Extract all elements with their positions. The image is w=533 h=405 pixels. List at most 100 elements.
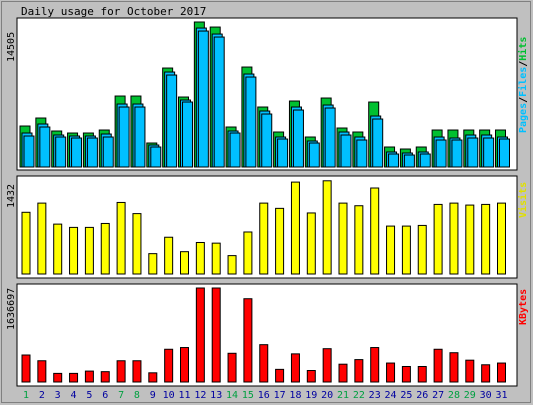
kbytes-bar-day-3	[53, 372, 63, 383]
kbytes-bar-day-8	[132, 360, 142, 383]
kbytes-bar-day-4	[69, 372, 79, 383]
kbytes-bar-day-19	[306, 370, 316, 383]
day-label-11: 11	[178, 390, 190, 401]
kbytes-bar-day-10	[164, 348, 174, 383]
legend-hits: Hits	[517, 37, 529, 61]
kbytes-bar-day-18	[290, 353, 300, 383]
pages-bar-day-13	[213, 36, 225, 168]
kbytes-bar-day-25	[401, 365, 411, 383]
day-label-17: 17	[274, 390, 286, 401]
visits-bar-day-10	[164, 236, 174, 275]
kbytes-bar-day-14	[227, 352, 237, 383]
day-label-15: 15	[242, 390, 254, 401]
pages-bar-day-26	[419, 153, 431, 168]
pages-bar-day-4	[71, 137, 83, 168]
visits-bar-day-21	[338, 202, 348, 275]
kbytes-ymax-label: 1636697	[6, 288, 17, 330]
kbytes-bar-day-9	[148, 372, 158, 383]
day-label-2: 2	[39, 390, 45, 401]
day-label-20: 20	[321, 390, 333, 401]
pages-bar-day-17	[277, 138, 289, 168]
pages-bar-day-6	[102, 136, 114, 168]
visits-bar-day-2	[37, 202, 47, 275]
pages-bar-day-2	[39, 126, 51, 168]
kbytes-bar-day-29	[465, 359, 475, 383]
visits-bar-day-16	[259, 202, 269, 275]
pages-bar-day-21	[340, 134, 352, 168]
day-label-1: 1	[23, 390, 29, 401]
pages-bar-day-10	[166, 74, 178, 168]
pages-bar-day-7	[118, 106, 130, 168]
visits-bar-day-3	[53, 223, 63, 275]
day-label-28: 28	[448, 390, 460, 401]
pages-bar-day-28	[451, 139, 463, 168]
visits-bar-day-4	[69, 226, 79, 275]
kbytes-bars	[21, 287, 506, 383]
legend-visits: Visits	[517, 182, 529, 218]
kbytes-bar-day-17	[275, 368, 285, 383]
kbytes-bar-day-1	[21, 354, 31, 383]
visits-bar-day-20	[322, 180, 332, 275]
day-label-3: 3	[55, 390, 61, 401]
visits-bar-day-12	[195, 241, 205, 275]
visits-bars	[21, 180, 506, 275]
visits-bar-day-17	[275, 207, 285, 275]
day-label-31: 31	[495, 390, 507, 401]
legend-kbytes: KBytes	[518, 289, 529, 325]
day-label-30: 30	[480, 390, 492, 401]
pages-bar-day-12	[197, 30, 209, 168]
pages-bar-day-16	[261, 113, 273, 168]
day-label-29: 29	[464, 390, 476, 401]
pages-bar-day-23	[372, 118, 384, 168]
visits-bar-day-18	[290, 181, 300, 275]
day-label-10: 10	[163, 390, 175, 401]
day-label-22: 22	[353, 390, 365, 401]
day-label-12: 12	[194, 390, 206, 401]
kbytes-bar-day-12	[195, 287, 205, 383]
pages-bar-day-3	[55, 136, 67, 168]
visits-bar-day-30	[481, 203, 491, 275]
pages-bar-day-5	[86, 137, 98, 168]
kbytes-bar-day-13	[211, 287, 221, 383]
day-label-18: 18	[289, 390, 301, 401]
visits-bar-day-8	[132, 213, 142, 275]
kbytes-bar-day-16	[259, 344, 269, 383]
legend-pages: Pages	[518, 103, 529, 133]
pages-bar-day-20	[324, 107, 336, 168]
pages-bar-day-15	[245, 76, 257, 168]
kbytes-bar-day-6	[100, 371, 110, 383]
pages-bar-day-1	[23, 135, 35, 168]
legend-sep-2: /	[518, 61, 529, 67]
kbytes-bar-day-20	[322, 348, 332, 383]
visits-bar-day-6	[100, 222, 110, 275]
day-label-7: 7	[118, 390, 124, 401]
kbytes-bar-day-7	[116, 360, 126, 383]
pages-bar-day-8	[134, 106, 146, 168]
visits-bar-day-28	[449, 202, 459, 275]
visits-bar-day-27	[433, 203, 443, 275]
kbytes-bar-day-22	[354, 359, 364, 383]
legend-pages-files-hits: Pages/Files/Hits	[517, 37, 529, 133]
pages-bar-day-14	[229, 132, 241, 168]
hits-ymax-label: 14505	[6, 32, 17, 62]
visits-bar-day-1	[21, 211, 31, 275]
day-label-5: 5	[86, 390, 92, 401]
visits-bar-day-11	[180, 251, 189, 275]
kbytes-bar-day-5	[84, 370, 94, 383]
day-label-14: 14	[226, 390, 238, 401]
hits-bars	[19, 21, 510, 168]
day-label-8: 8	[134, 390, 140, 401]
visits-bar-day-29	[465, 204, 475, 275]
chart-title: Daily usage for October 2017	[21, 5, 206, 18]
visits-bar-day-13	[211, 242, 221, 275]
pages-bar-day-18	[292, 109, 304, 168]
legend-files: Files	[517, 67, 529, 97]
pages-bar-day-9	[150, 146, 162, 168]
kbytes-bar-day-2	[37, 360, 47, 383]
day-label-16: 16	[258, 390, 270, 401]
visits-bar-day-9	[148, 253, 158, 275]
visits-bar-day-15	[243, 231, 253, 275]
visits-ymax-label: 1432	[6, 184, 17, 208]
